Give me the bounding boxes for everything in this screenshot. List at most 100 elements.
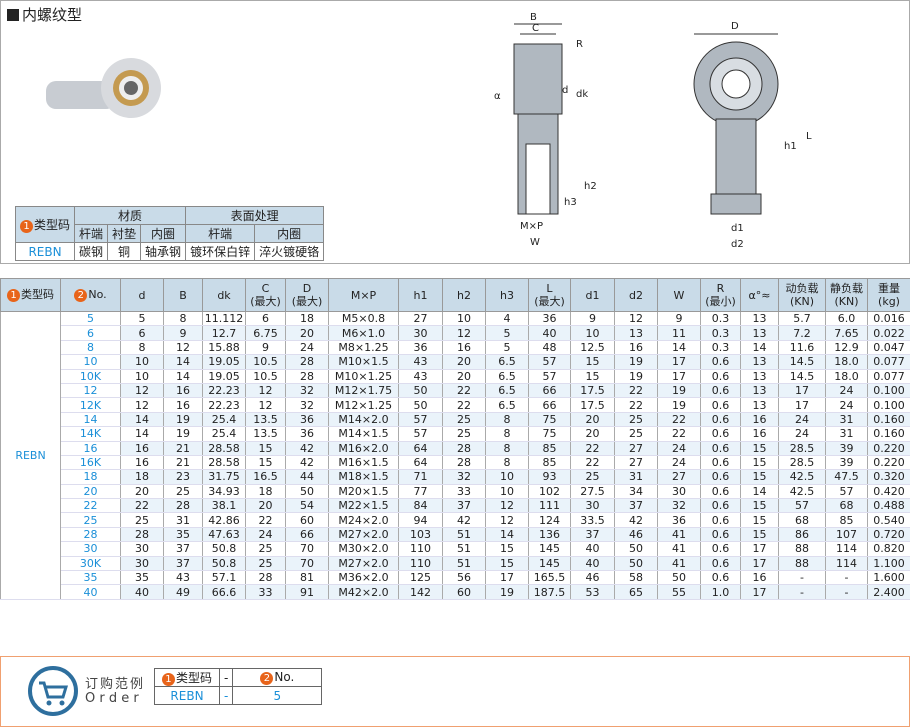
table-cell: 0.6 [700,426,741,442]
model-number-link[interactable]: 14K [60,426,121,442]
table-cell: 50 [285,484,329,500]
model-number-link[interactable]: 30 [60,541,121,557]
table-cell: 22 [614,383,658,399]
table-cell: 6.5 [485,354,529,370]
table-cell: 28 [245,570,286,586]
table-cell: 13 [740,325,779,341]
table-cell: - [778,584,826,600]
table-cell: 0.016 [867,311,910,327]
table-cell: 6 [245,311,286,327]
model-number-link[interactable]: 12 [60,383,121,399]
table-cell: 14 [163,354,203,370]
table-cell: 145 [528,541,571,557]
model-number-link[interactable]: 16 [60,441,121,456]
table-cell: 15 [740,469,779,485]
table-cell: 22 [442,397,486,413]
table-cell: 70 [285,556,329,572]
table-cell: 24 [778,426,826,442]
table-cell: 0.820 [867,541,910,557]
table-cell: 84 [398,498,443,514]
table-cell: 37 [163,556,203,572]
table-cell: 0.320 [867,469,910,485]
table-cell: 71 [398,469,443,485]
table-cell: 57.1 [202,570,246,586]
table-cell: 25 [120,512,164,528]
svg-text:dk: dk [576,89,588,100]
table-cell: 68 [825,498,868,514]
model-number-link[interactable]: 30K [60,556,121,572]
table-cell: 70 [285,541,329,557]
table-cell: M12×1.75 [328,383,399,399]
model-number-link[interactable]: 18 [60,469,121,485]
model-number-link[interactable]: 5 [60,311,121,327]
model-number-link[interactable]: 40 [60,584,121,600]
table-cell: 31 [614,469,658,485]
table-cell: 103 [398,527,443,543]
svg-text:h1: h1 [784,141,797,152]
table-cell: 10 [120,369,164,384]
table-cell: 20 [120,484,164,500]
table-row: 12K 12 16 22.23 12 32 M12×1.25 50 22 6.5 66 17.5 22 1… [1,397,910,413]
table-cell: 42 [285,441,329,456]
table-cell: 20 [245,498,286,514]
table-cell: 11.6 [778,340,826,356]
table-cell: 0.6 [700,383,741,399]
table-cell: 42 [285,455,329,471]
table-cell: 15 [245,441,286,456]
model-number-link[interactable]: 22 [60,498,121,514]
table-cell: 36 [528,311,571,327]
table-cell: 0.3 [700,311,741,327]
table-cell: 50 [657,570,701,586]
table-cell: 56 [442,570,486,586]
svg-text:d2: d2 [731,239,744,250]
table-cell: 48 [528,340,571,356]
model-number-link[interactable]: 10K [60,369,121,384]
table-cell: 16 [120,455,164,471]
table-cell: 27 [657,469,701,485]
model-number-link[interactable]: 16K [60,455,121,471]
table-cell: 25 [570,469,615,485]
table-cell: 64 [398,455,443,471]
table-cell: 17 [740,541,779,557]
table-cell: 24 [657,455,701,471]
table-cell: 0.488 [867,498,910,514]
table-cell: 12.7 [202,325,246,341]
table-cell: 165.5 [528,570,571,586]
table-cell: 41 [657,541,701,557]
model-number-link[interactable]: 14 [60,412,121,428]
table-cell: 15 [245,455,286,471]
table-cell: 12 [120,383,164,399]
table-cell: M22×1.5 [328,498,399,514]
table-cell: 19.05 [202,354,246,370]
table-cell: 42 [442,512,486,528]
table-row: 14K 14 19 25.4 13.5 36 M14×1.5 57 25 8 75 20 25 22 0.6… [1,426,910,442]
table-cell: 60 [442,584,486,600]
model-number-link[interactable]: 8 [60,340,121,356]
table-cell: 8 [163,311,203,327]
table-cell: 36 [398,340,443,356]
material-table: 1 类型码 材质 表面处理 杆端 衬垫 内圈 杆端 内圈 REBN 碳钢铜轴承钢 镀环保白锌 淬火镀… [14,206,325,261]
model-number-link[interactable]: 25 [60,512,121,528]
model-number-link[interactable]: 6 [60,325,121,341]
table-cell: 13 [740,369,779,384]
table-cell: 46 [614,527,658,543]
front-view-drawing: D h1 L d1 d2 [693,21,812,250]
table-cell: 35 [120,570,164,586]
table-row: 14 14 19 25.4 13.5 36 M14×2.0 57 25 8 75 20 25 22 0.6 1… [1,412,910,428]
model-number-link[interactable]: 28 [60,527,121,543]
table-cell: 187.5 [528,584,571,600]
table-cell: 22.23 [202,397,246,413]
svg-text:h3: h3 [564,197,577,208]
model-number-link[interactable]: 10 [60,354,121,370]
model-number-link[interactable]: 12K [60,397,121,413]
table-cell: 22 [570,455,615,471]
table-cell: 34.93 [202,484,246,500]
table-cell: 43 [163,570,203,586]
table-cell: 14 [740,340,779,356]
table-cell: 17 [740,584,779,600]
table-cell: - [778,570,826,586]
table-cell: 33 [442,484,486,500]
model-number-link[interactable]: 20 [60,484,121,500]
table-cell: 5 [120,311,164,327]
model-number-link[interactable]: 35 [60,570,121,586]
